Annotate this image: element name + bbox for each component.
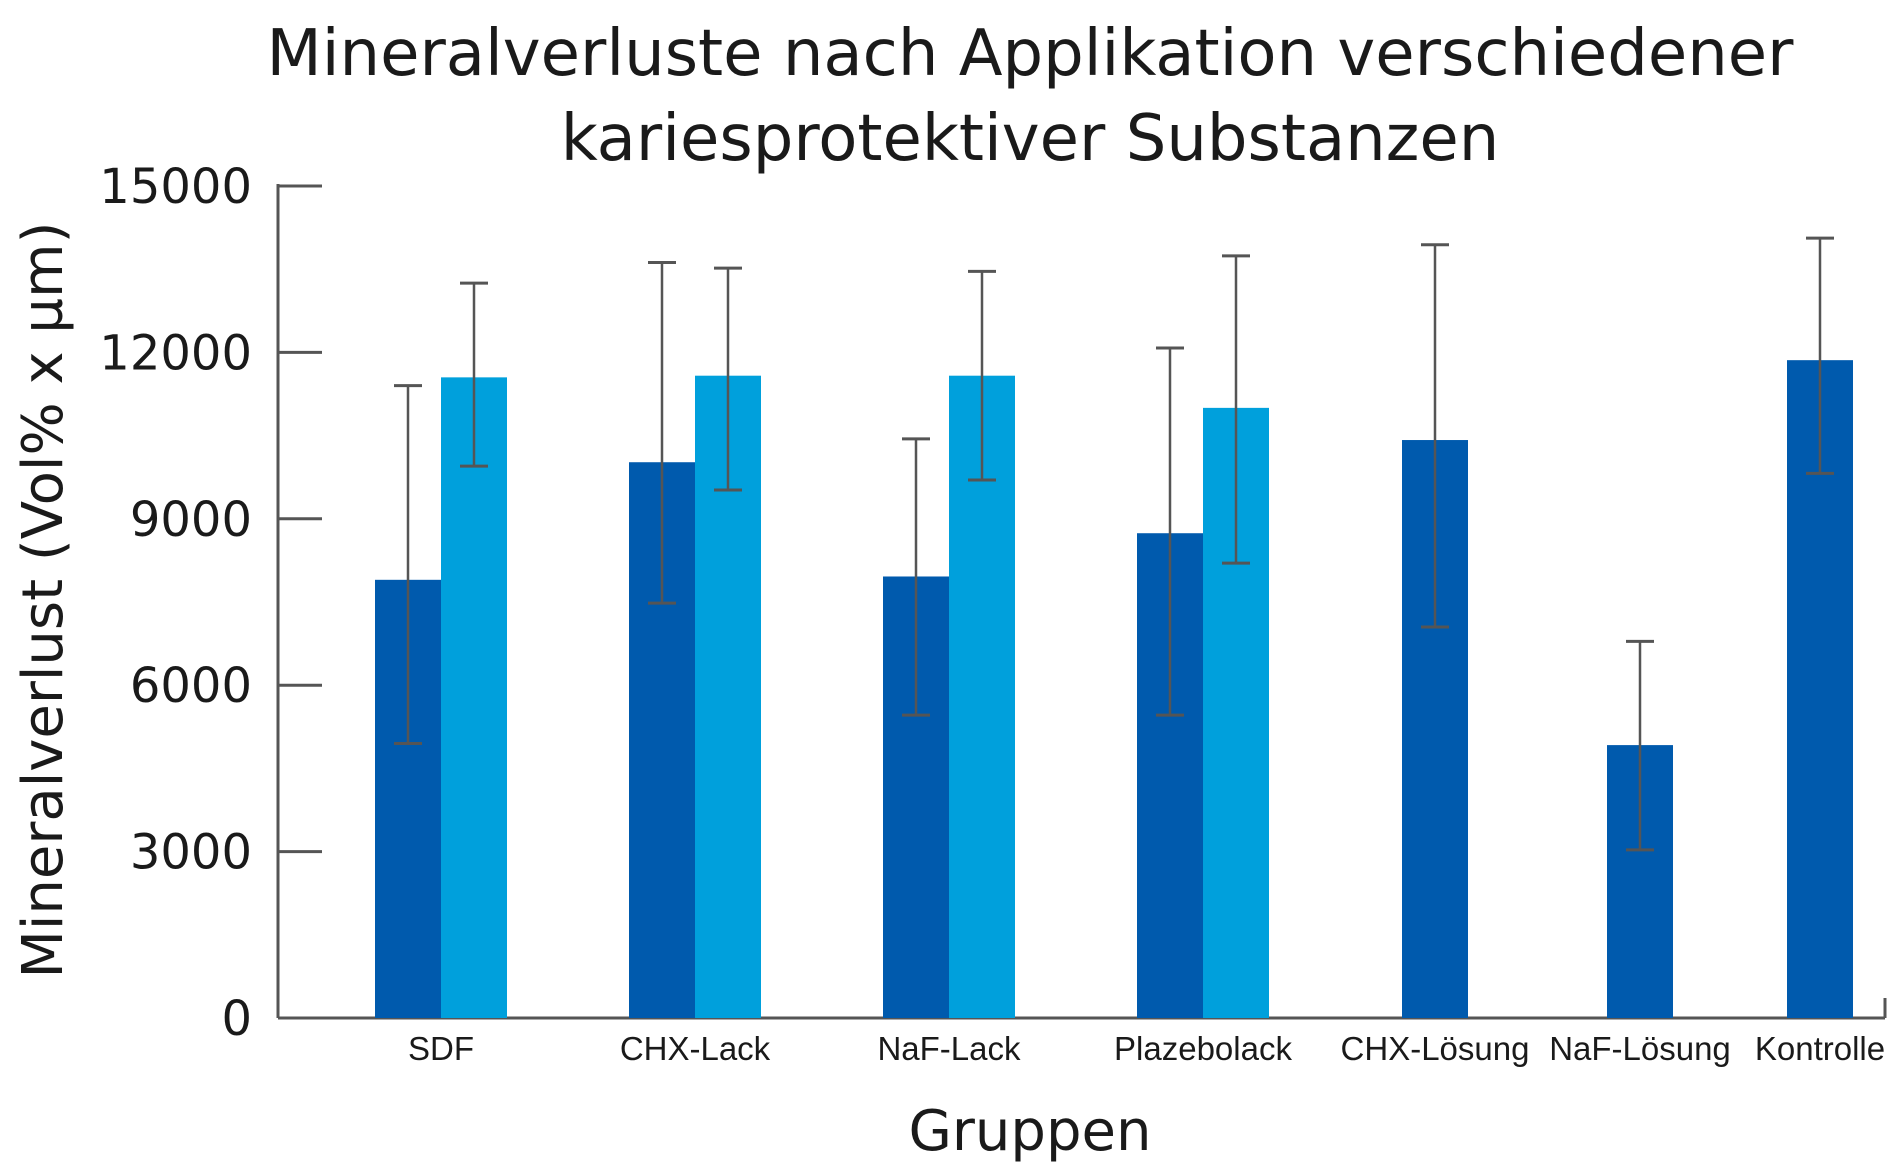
y-tick-label: 6000 (130, 658, 252, 714)
x-tick-label: Plazebolack (1114, 1030, 1292, 1067)
x-tick-label: NaF-Lack (877, 1030, 1021, 1067)
bar-NaF-Lack-b (949, 375, 1015, 1018)
x-axis-title: Gruppen (909, 1099, 1152, 1164)
y-tick-label: 3000 (130, 825, 252, 881)
x-tick-label: CHX-Lack (620, 1030, 771, 1067)
bars (375, 360, 1853, 1018)
chart-title-line-1: Mineralverluste nach Applikation verschi… (267, 17, 1795, 91)
y-tick-label: 0 (221, 991, 252, 1047)
y-tick-labels: 0 3000 6000 9000 12000 15000 (99, 159, 252, 1047)
y-tick-label: 12000 (99, 325, 252, 381)
error-bars (394, 236, 1834, 852)
x-tick-labels: SDF CHX-Lack NaF-Lack Plazebolack CHX-Lösung… (408, 1030, 1885, 1067)
x-tick-label: NaF-Lösung (1549, 1030, 1731, 1067)
y-tick-label: 9000 (130, 492, 252, 548)
bar-SDF-b (441, 377, 507, 1018)
y-axis-title: Mineralverlust (Vol% x µm) (11, 222, 76, 979)
x-tick-label: CHX-Lösung (1341, 1030, 1530, 1067)
chart-title-line-2: kariesprotektiver Substanzen (561, 102, 1500, 176)
x-tick-label: Kontrolle (1755, 1030, 1885, 1067)
x-tick-label: SDF (408, 1030, 474, 1067)
y-tick-label: 15000 (99, 159, 252, 215)
